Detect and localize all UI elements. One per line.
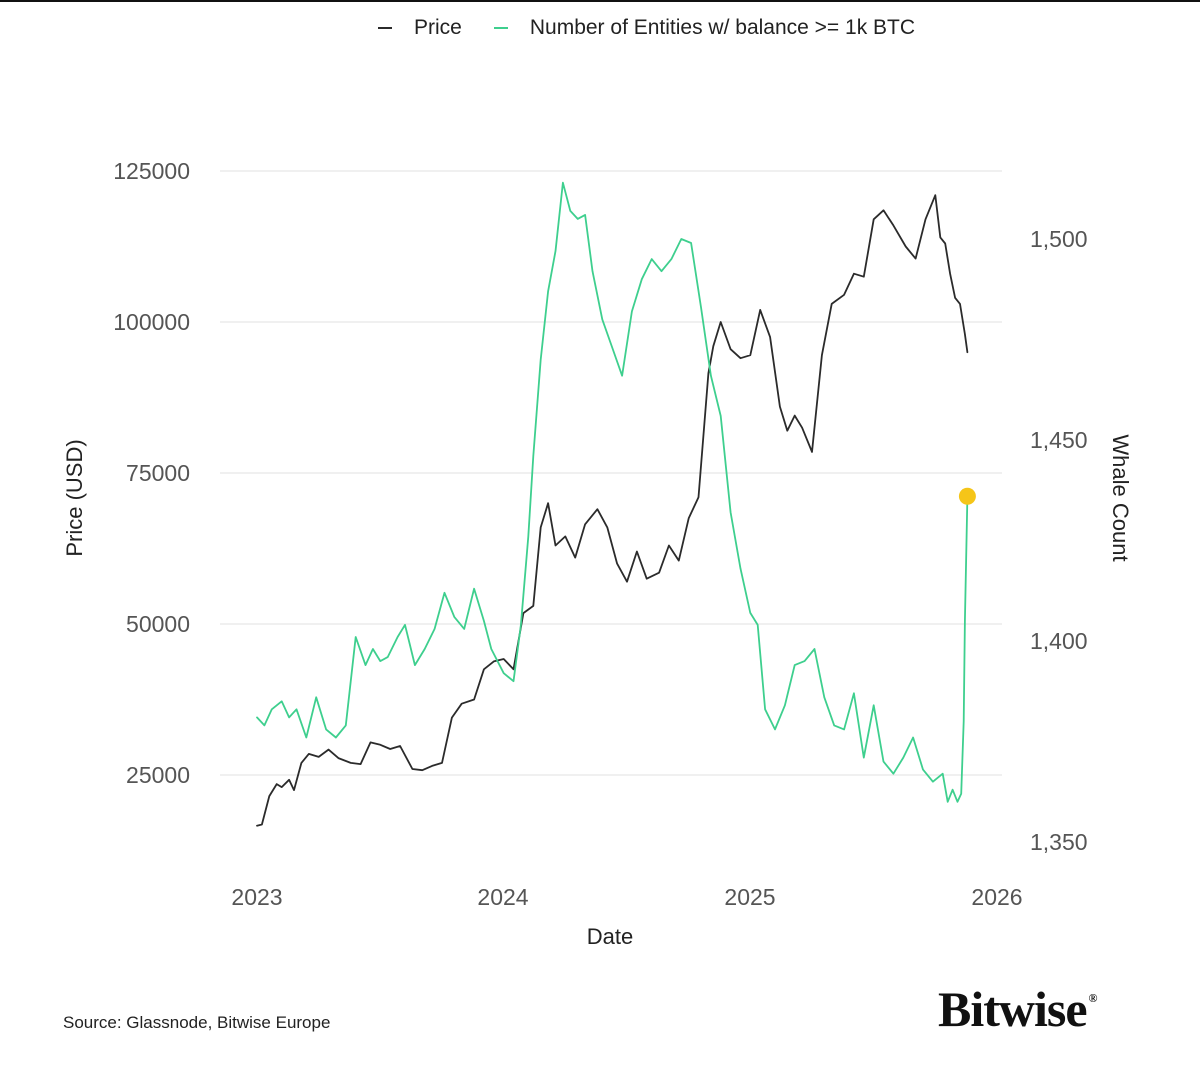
right-tick-label: 1,400 — [1030, 628, 1088, 654]
right-axis-ticks: 1,350 1,400 1,450 1,500 — [1030, 226, 1088, 855]
top-rule — [0, 0, 1200, 2]
right-tick-label: 1,350 — [1030, 829, 1088, 855]
x-axis-ticks: 2023 2024 2025 2026 — [231, 884, 1022, 910]
legend-swatch-whales — [493, 27, 508, 29]
x-tick-label: 2025 — [724, 884, 775, 910]
x-tick-label: 2023 — [231, 884, 282, 910]
right-tick-label: 1,450 — [1030, 427, 1088, 453]
x-tick-label: 2024 — [477, 884, 528, 910]
x-axis-title: Date — [587, 924, 633, 949]
left-axis-title: Price (USD) — [62, 439, 87, 556]
latest-value-marker — [958, 487, 976, 505]
legend-item-price[interactable]: Price — [378, 16, 462, 40]
bitwise-logo: Bitwise ® — [938, 981, 1098, 1037]
registered-mark: ® — [1088, 991, 1098, 1005]
source-note: Source: Glassnode, Bitwise Europe — [63, 1013, 331, 1032]
legend-label-whales: Number of Entities w/ balance >= 1k BTC — [529, 16, 916, 39]
left-tick-label: 50000 — [126, 611, 190, 637]
right-tick-label: 1,500 — [1030, 226, 1088, 252]
legend-item-whales[interactable]: Number of Entities w/ balance >= 1k BTC — [493, 16, 916, 40]
left-tick-label: 25000 — [126, 762, 190, 788]
whale-count-line — [256, 181, 969, 803]
price-line — [256, 194, 969, 827]
right-axis-title: Whale Count — [1108, 434, 1133, 561]
left-tick-label: 75000 — [126, 460, 190, 486]
series-layer — [256, 181, 976, 827]
left-tick-label: 125000 — [113, 158, 190, 184]
x-tick-label: 2026 — [971, 884, 1022, 910]
chart-legend: Price Number of Entities w/ balance >= 1… — [378, 16, 947, 40]
brand-name: Bitwise — [938, 981, 1088, 1037]
gridlines — [220, 170, 1002, 776]
legend-label-price: Price — [414, 16, 462, 39]
left-tick-label: 100000 — [113, 309, 190, 335]
legend-swatch-price — [378, 27, 392, 29]
left-axis-ticks: 25000 50000 75000 100000 125000 — [113, 158, 190, 788]
